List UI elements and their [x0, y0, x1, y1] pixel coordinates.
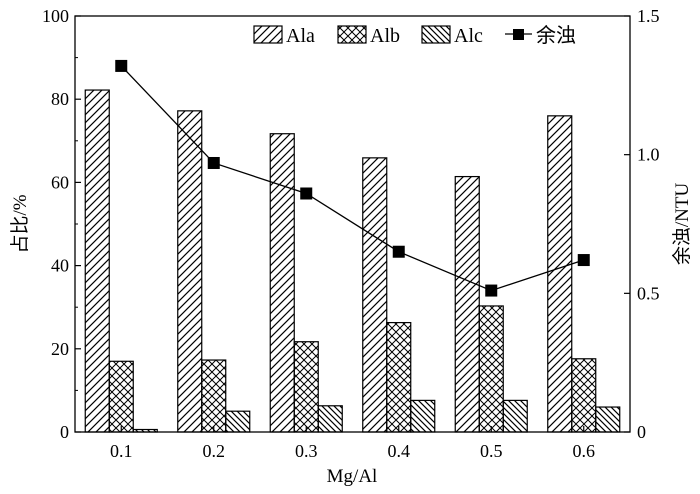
line-point-0.3: [300, 187, 313, 200]
x-axis-label: Mg/Al: [327, 466, 378, 487]
legend-label-alb: Alb: [370, 25, 400, 47]
x-tick-label: 0.2: [203, 441, 226, 461]
bars: [84, 89, 621, 433]
line-point-0.2: [207, 156, 220, 169]
y-right-tick-label: 1.5: [637, 6, 660, 26]
legend-swatch-alb: [337, 25, 367, 44]
bar-ala-0.4: [362, 157, 388, 433]
x-tick-label: 0.6: [573, 441, 596, 461]
line-point-0.5: [485, 284, 498, 297]
legend-label-alc: Alc: [454, 25, 483, 47]
y-axis-right-label: 余浊/NTU: [671, 183, 693, 266]
x-tick-label: 0.1: [110, 441, 133, 461]
y-tick-label: 0: [60, 422, 69, 442]
y-axis-label: 占比/%: [9, 194, 31, 253]
bar-alc-0.5: [502, 399, 528, 433]
bar-alc-0.2: [225, 410, 251, 433]
bar-alc-0.3: [317, 405, 343, 433]
y-tick-label: 100: [42, 6, 69, 26]
plot-frame: [74, 15, 631, 433]
bar-alb-0.1: [108, 360, 134, 433]
y-right-tick-label: 0: [637, 422, 646, 442]
y-right-tick-label: 0.5: [637, 283, 660, 303]
bar-alb-0.5: [478, 305, 504, 433]
y-tick-label: 60: [51, 172, 69, 192]
bar-ala-0.6: [547, 115, 573, 433]
x-tick-label: 0.4: [388, 441, 411, 461]
bar-ala-0.5: [454, 175, 480, 433]
y-tick-label: 40: [51, 256, 69, 276]
bar-alc-0.4: [410, 399, 436, 433]
line-path: [120, 65, 584, 292]
legend-swatch-alc: [421, 25, 451, 44]
legend-label-line: 余浊: [536, 24, 576, 47]
bar-ala-0.1: [84, 89, 110, 433]
legend: Ala Alb Alc 余浊: [253, 24, 576, 47]
x-tick-label: 0.3: [295, 441, 318, 461]
y-tick-label: 20: [51, 339, 69, 359]
bar-ala-0.3: [269, 133, 295, 433]
legend-marker: [513, 29, 524, 40]
legend-label-ala: Ala: [286, 25, 315, 47]
bar-alb-0.4: [386, 321, 412, 433]
bar-alc-0.6: [595, 406, 621, 433]
bar-alb-0.2: [201, 359, 227, 433]
line-point-0.1: [115, 59, 128, 72]
x-tick-label: 0.5: [480, 441, 503, 461]
y-right-tick-label: 1.0: [637, 145, 660, 165]
y-tick-label: 80: [51, 89, 69, 109]
bar-alb-0.6: [571, 358, 597, 433]
bar-ala-0.2: [177, 110, 203, 433]
line-point-0.6: [577, 254, 590, 267]
bar-alb-0.3: [293, 341, 319, 433]
line-series: [115, 59, 590, 297]
line-point-0.4: [392, 245, 405, 258]
legend-swatch-ala: [253, 25, 283, 44]
